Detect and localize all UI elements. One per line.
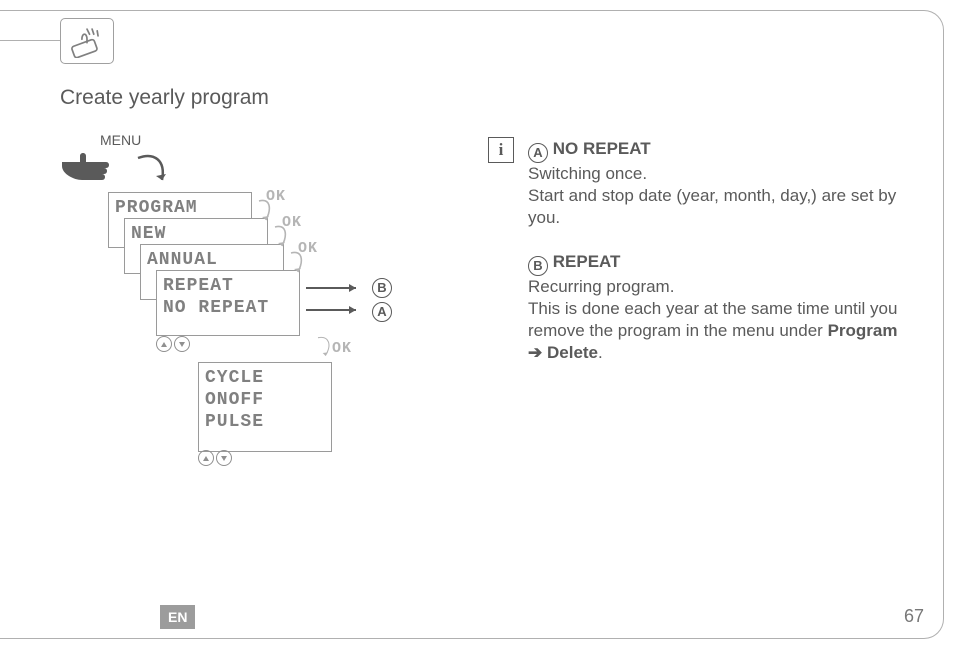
arrow-to-a-icon [306, 304, 366, 316]
hand-press-icon [70, 24, 104, 58]
page-title: Create yearly program [60, 86, 269, 110]
manual-section-icon [60, 18, 114, 64]
screen-repeat-options: REPEAT NO REPEAT [156, 270, 300, 336]
up-down-nav-icon [156, 336, 190, 352]
info-a-line2: Start and stop date (year, month, day,) … [528, 186, 896, 227]
ok-arrow-icon [288, 250, 308, 280]
info-a-line1: Switching once. [528, 164, 647, 183]
info-b-line1: Recurring program. [528, 277, 674, 296]
option-b-badge: B [528, 256, 548, 276]
info-b-line2: This is done each year at the same time … [528, 299, 897, 362]
up-triangle-icon [156, 336, 172, 352]
language-badge: EN [160, 605, 195, 629]
top-rule [0, 40, 60, 41]
up-triangle-icon [198, 450, 214, 466]
down-triangle-icon [174, 336, 190, 352]
info-column: A NO REPEAT Switching once. Start and st… [488, 138, 908, 364]
option-a-marker: A [372, 300, 392, 322]
info-b-title: REPEAT [553, 252, 621, 271]
arrow-right-icon: ➔ [528, 343, 542, 362]
info-a-block: A NO REPEAT Switching once. Start and st… [528, 138, 908, 229]
screen-cycle-options: CYCLE ONOFF PULSE [198, 362, 332, 452]
down-triangle-icon [216, 450, 232, 466]
option-a-badge: A [528, 143, 548, 163]
option-b-marker: B [372, 276, 392, 298]
pointing-hand-icon [60, 148, 124, 195]
arrow-to-b-icon [306, 282, 366, 294]
page-number: 67 [904, 606, 924, 627]
menu-label: MENU [100, 132, 141, 148]
info-b-block: B REPEAT Recurring program. This is done… [528, 251, 908, 364]
up-down-nav-icon [198, 450, 232, 466]
info-a-title: NO REPEAT [553, 139, 651, 158]
ok-arrow-icon [316, 334, 336, 364]
